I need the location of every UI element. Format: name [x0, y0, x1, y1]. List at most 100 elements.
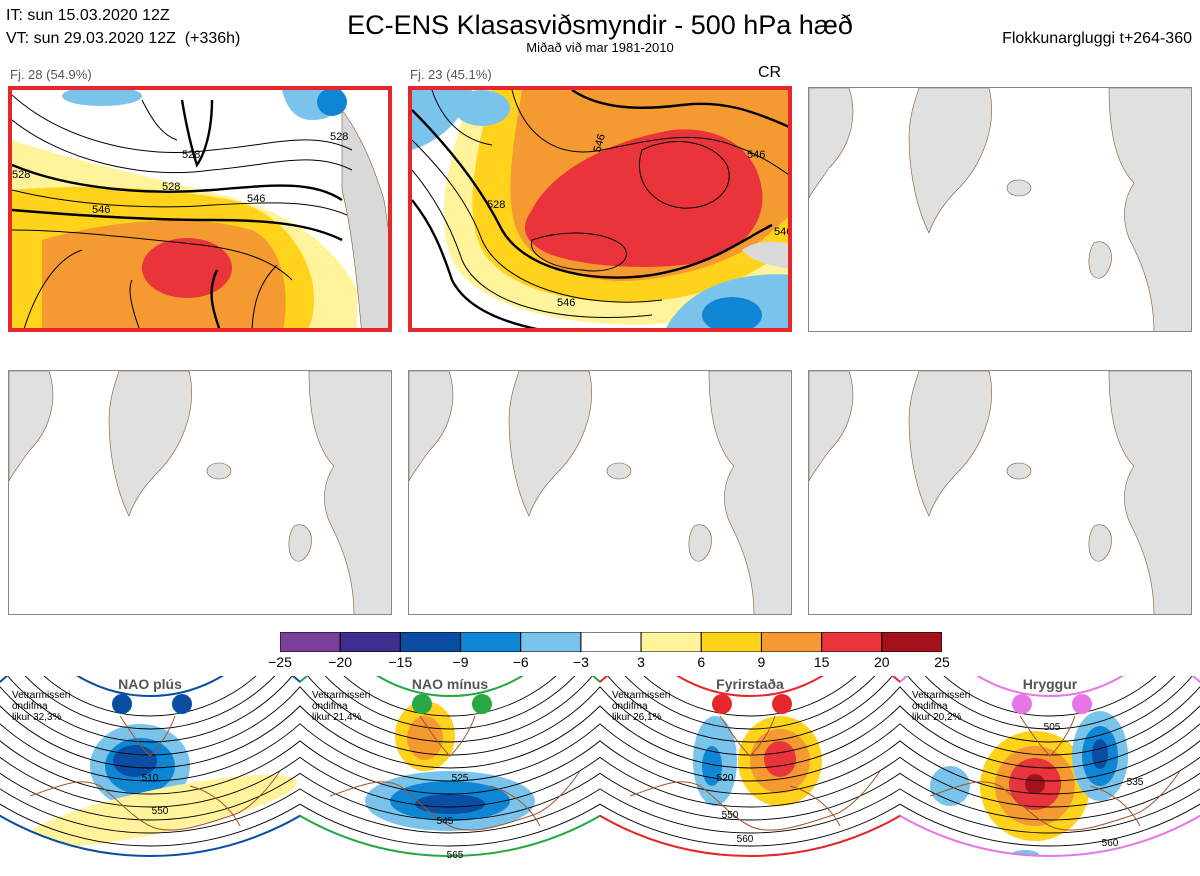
- coastline: [189, 785, 241, 827]
- colorbar-tick-label: 20: [874, 654, 890, 670]
- coastline: [789, 785, 841, 827]
- contour-label: 550: [722, 810, 739, 821]
- contour-label: 550: [152, 806, 169, 817]
- cluster-map-5[interactable]: [408, 370, 792, 615]
- iceland-land: [606, 462, 632, 480]
- anomaly-blob: [764, 741, 796, 777]
- anomaly-blob: [702, 746, 722, 786]
- canada-land: [809, 371, 854, 482]
- height-contour: [0, 666, 332, 769]
- regime-marker: [112, 694, 132, 714]
- anomaly-blob: [415, 794, 485, 814]
- colorbar-swatch: [640, 632, 702, 652]
- height-contour: [890, 652, 1200, 743]
- regime-note: Vetrarmisseri ondifma likur 20,2%: [912, 690, 971, 723]
- greenland-land: [508, 371, 592, 517]
- basemap-land: [409, 371, 791, 614]
- regime-thumbnail[interactable]: 505 535 560 Hryggur Vetrarmisseri ondifma li…: [818, 644, 1200, 871]
- regime-title: NAO mínus: [411, 676, 489, 692]
- height-contour: [879, 659, 1200, 756]
- regime-note: Vetrarmisseri ondifma likur 32,3%: [12, 690, 71, 723]
- coastline: [929, 770, 1181, 831]
- height-contour: [557, 673, 943, 782]
- iceland-land: [206, 462, 232, 480]
- anomaly-blob: [407, 716, 443, 760]
- colorbar-tick-label: 15: [813, 654, 830, 670]
- contour-label: 546: [747, 149, 765, 161]
- fan-outline: [0, 644, 382, 857]
- colorbar-tick-label: 3: [637, 654, 645, 670]
- cluster-map-1-graphic: 528 546 528 546 528 528: [12, 90, 388, 328]
- europe-land: [1108, 88, 1191, 331]
- regime-title: Fyrirstaða: [716, 676, 784, 692]
- height-contour: [0, 673, 343, 782]
- anomaly-blob: [1092, 739, 1108, 769]
- colorbar-tick-label: −6: [512, 654, 529, 670]
- greenland-land: [908, 88, 992, 234]
- regime-thumbnail[interactable]: 525 545 565 NAO mínus Vetrarmisseri ondifma …: [218, 644, 682, 871]
- height-contour: [1, 645, 299, 730]
- colorbar-tick-label: 6: [697, 654, 706, 670]
- height-contour: [257, 673, 643, 782]
- coastline: [329, 770, 581, 831]
- cluster-map-3[interactable]: [808, 87, 1192, 332]
- cluster-map-2[interactable]: 546 546 528 546 546: [408, 86, 792, 332]
- colorbar-swatch: [760, 632, 823, 652]
- classification-window: Flokkunargluggi t+264-360: [1002, 30, 1192, 47]
- colorbar-tick-label: −20: [328, 654, 353, 670]
- height-contour: [0, 659, 321, 756]
- cluster-map-2-graphic: 546 546 528 546 546: [412, 90, 788, 328]
- regime-marker: [472, 694, 492, 714]
- contour-label: 528: [330, 131, 348, 143]
- height-contour: [290, 652, 610, 743]
- contour-label: 546: [92, 204, 110, 216]
- height-contour: [0, 652, 310, 743]
- cluster-map-1[interactable]: 528 546 528 546 528 528: [8, 86, 392, 332]
- british-isles-land: [1088, 241, 1112, 279]
- header-info: IT: sun 15.03.2020 12Z VT: sun 29.03.2020…: [6, 4, 240, 50]
- colorbar-tick-label: 25: [934, 654, 950, 670]
- coastline: [29, 770, 281, 831]
- regime-marker: [1072, 694, 1092, 714]
- europe-land: [1108, 371, 1191, 614]
- regime-thumbnail[interactable]: 520 550 560 Fyrirstaða Vetrarmisseri ondifma…: [518, 644, 982, 871]
- contour-label: 528: [162, 181, 180, 193]
- colorbar-swatch: [520, 632, 582, 652]
- height-contour: [590, 652, 910, 743]
- coastline: [419, 715, 476, 757]
- contour-label: 546: [592, 133, 608, 154]
- regime-thumbnail[interactable]: 510 550 NAO plús Vetrarmisseri ondifma liku…: [0, 644, 382, 871]
- basemap-land: [9, 371, 391, 614]
- colorbar-tick-label: 9: [757, 654, 766, 670]
- contour-label: 546: [247, 193, 265, 205]
- regime-fan-map: 510 550: [0, 644, 382, 857]
- coastline: [719, 715, 776, 757]
- anomaly-blob: [1025, 774, 1045, 794]
- contour-label: 510: [142, 773, 159, 784]
- height-contour: [313, 645, 587, 717]
- colorbar-swatch: [280, 632, 341, 652]
- height-contour: [857, 673, 1200, 782]
- cluster-map-4[interactable]: [8, 370, 392, 615]
- valid-time: VT: sun 29.03.2020 12Z (+336h): [6, 30, 241, 47]
- colorbar-tick-label: −15: [388, 654, 413, 670]
- regime-marker: [172, 694, 192, 714]
- height-contour: [868, 666, 1200, 769]
- regime-note: Vetrarmisseri ondifma likur 26,1%: [612, 690, 671, 723]
- basemap-land: [809, 371, 1191, 614]
- colorbar-ticks: −25 −20 −15 −9 −6 −3 3 6 9 15 20 25: [268, 654, 950, 674]
- contour-label: 525: [452, 773, 469, 784]
- british-isles-land: [1088, 524, 1112, 562]
- regime-marker: [712, 694, 732, 714]
- contour-label: 545: [437, 816, 454, 827]
- coastline: [1089, 785, 1141, 827]
- regime-title: NAO plús: [118, 676, 182, 692]
- cluster-map-6[interactable]: [808, 370, 1192, 615]
- contour-label: 546: [557, 297, 575, 309]
- british-isles-land: [288, 524, 312, 562]
- height-contour: [913, 645, 1187, 717]
- coastline: [629, 770, 881, 831]
- colorbar-tick-label: −3: [572, 654, 589, 670]
- canada-land: [409, 371, 454, 482]
- initial-time: IT: sun 15.03.2020 12Z: [6, 7, 170, 24]
